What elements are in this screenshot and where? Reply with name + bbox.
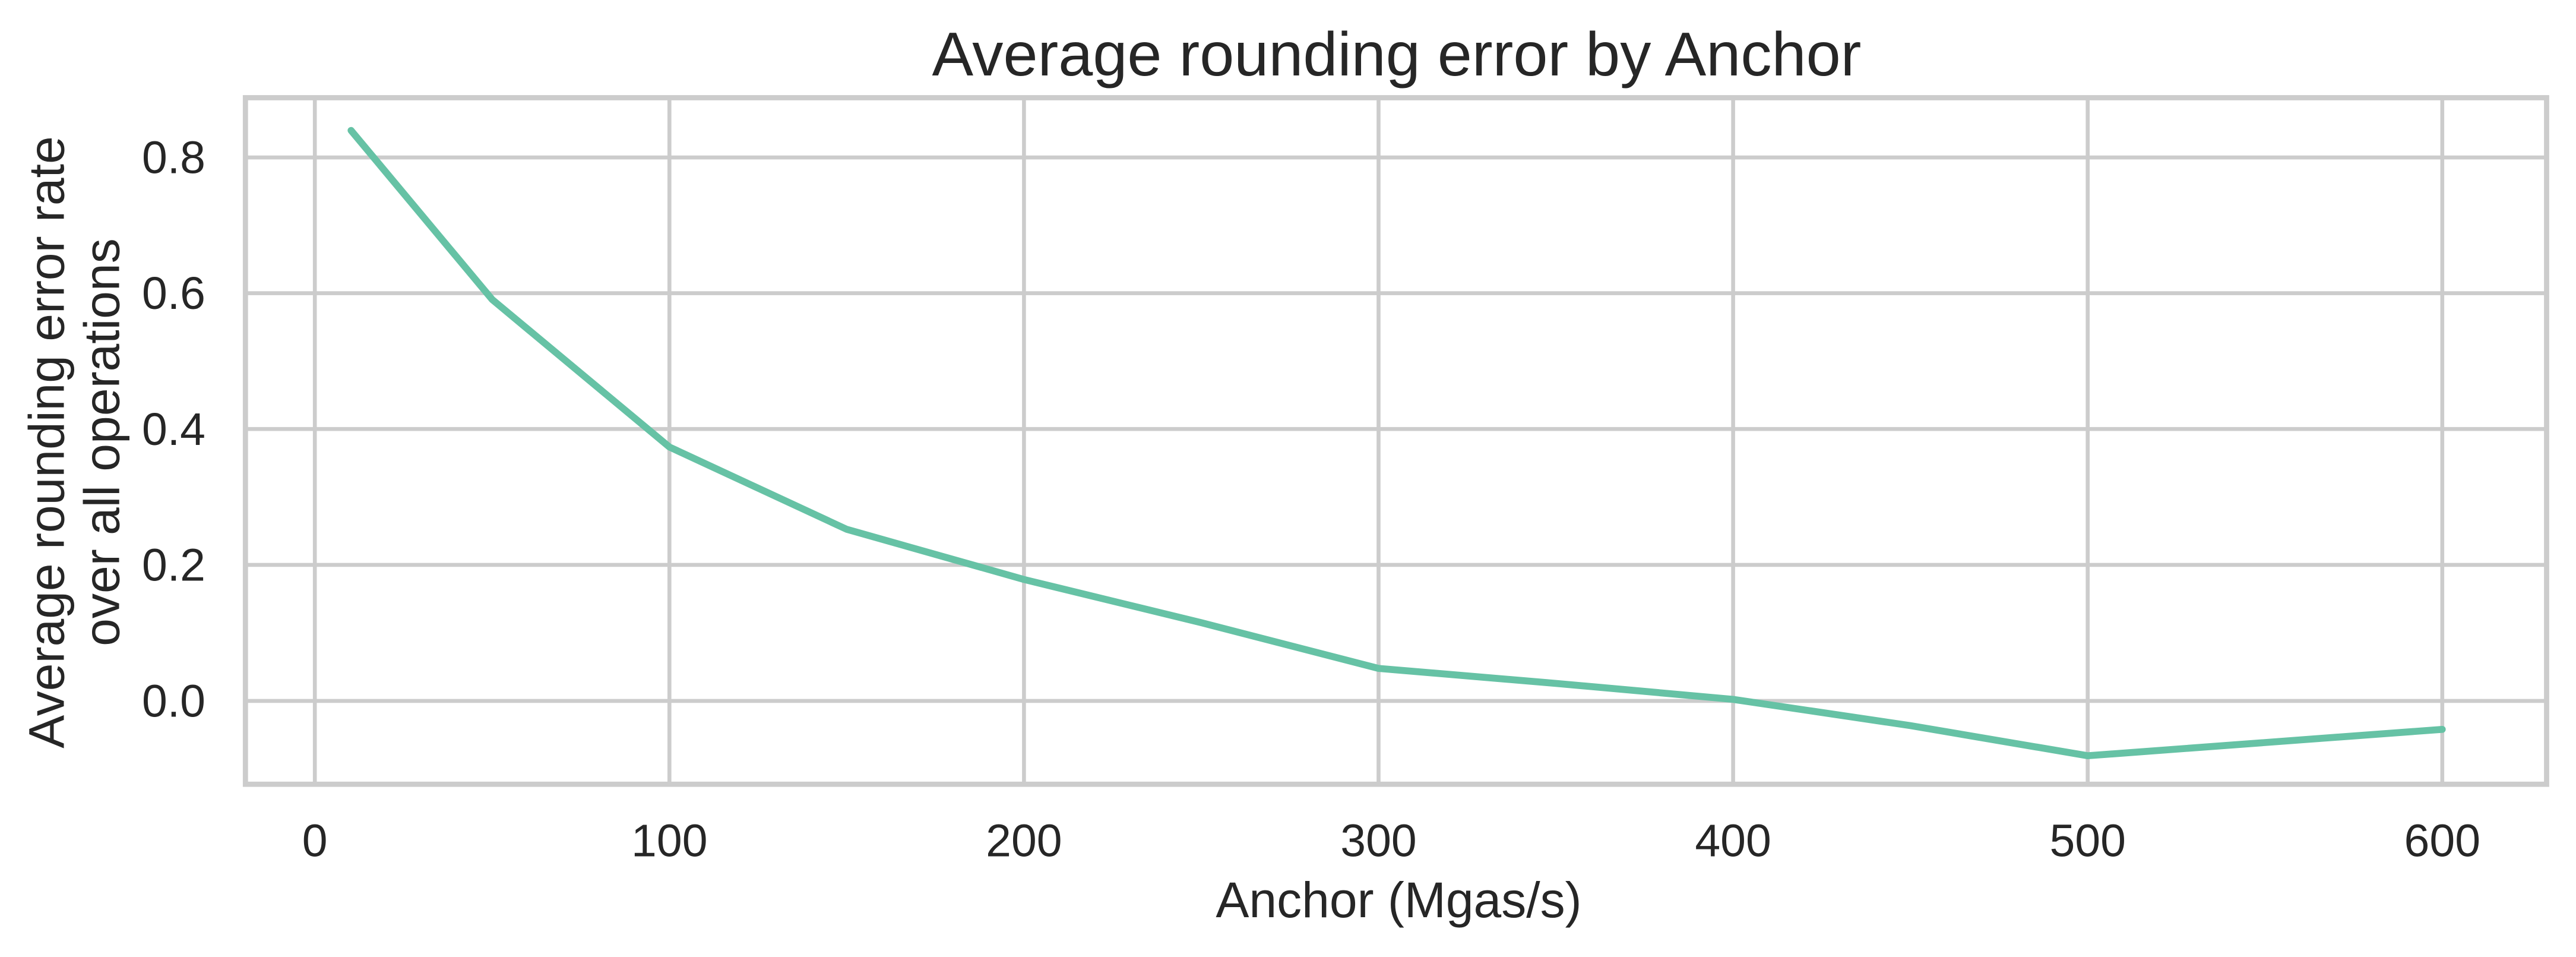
svg-text:Average rounding error by Anch: Average rounding error by Anchor — [932, 20, 1862, 89]
svg-text:0.0: 0.0 — [142, 676, 205, 727]
svg-text:over all operations: over all operations — [74, 238, 130, 646]
svg-text:Anchor (Mgas/s): Anchor (Mgas/s) — [1216, 872, 1581, 928]
svg-text:100: 100 — [631, 816, 707, 867]
svg-text:400: 400 — [1695, 816, 1771, 867]
svg-text:300: 300 — [1340, 816, 1416, 867]
svg-text:0: 0 — [302, 816, 328, 867]
svg-text:0.6: 0.6 — [142, 268, 205, 319]
svg-text:0.2: 0.2 — [142, 540, 205, 591]
svg-text:0.8: 0.8 — [142, 132, 205, 184]
svg-text:200: 200 — [986, 816, 1062, 867]
svg-text:Average rounding error rate: Average rounding error rate — [19, 136, 75, 748]
svg-text:0.4: 0.4 — [142, 404, 205, 455]
svg-text:600: 600 — [2404, 816, 2480, 867]
svg-text:500: 500 — [2049, 816, 2125, 867]
